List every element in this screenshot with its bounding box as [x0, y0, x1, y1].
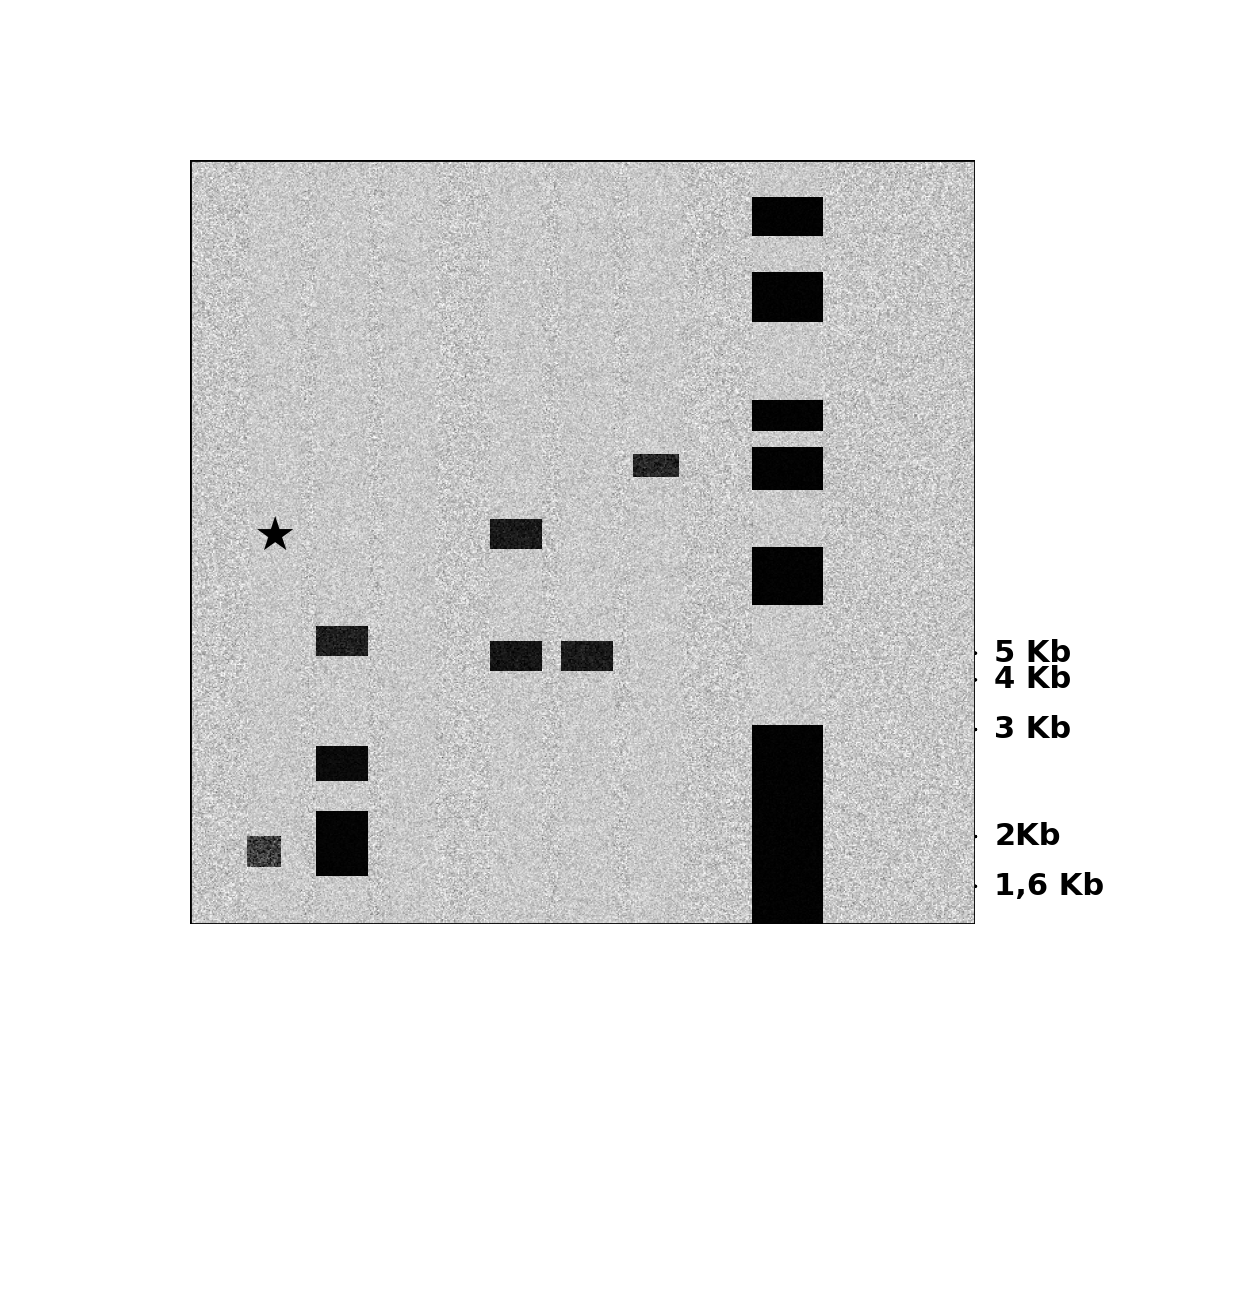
- Text: 3 Kb: 3 Kb: [994, 715, 1071, 744]
- Text: 2Kb: 2Kb: [994, 822, 1061, 851]
- Text: 5 Kb: 5 Kb: [994, 638, 1071, 668]
- Text: F0.19: F0.19: [330, 254, 354, 329]
- Text: SacI: SacI: [596, 171, 695, 214]
- Text: F0.25-1: F0.25-1: [262, 228, 288, 329]
- Text: F0.25-2: F0.25-2: [398, 228, 421, 329]
- Text: F0.25-1: F0.25-1: [504, 228, 528, 329]
- Text: 4 Kb: 4 Kb: [994, 665, 1071, 695]
- Text: NotI: NotI: [276, 171, 375, 214]
- Text: F0.25-2: F0.25-2: [644, 228, 668, 329]
- Text: 1,6 Kb: 1,6 Kb: [994, 871, 1104, 901]
- Text: ★: ★: [254, 516, 296, 561]
- Text: F0.19: F0.19: [575, 254, 599, 329]
